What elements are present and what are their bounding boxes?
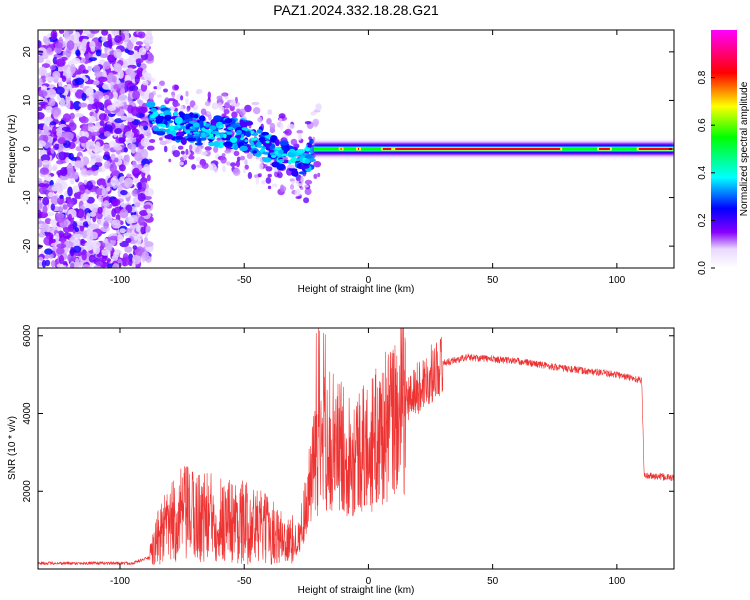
snr-frame-border xyxy=(37,327,675,570)
colorbar-tick-label: 0.0 xyxy=(697,261,708,275)
colorbar-tick-label: 0.4 xyxy=(697,165,708,179)
spectrogram-x-tick-label: 50 xyxy=(487,275,499,286)
spectrogram-image xyxy=(38,30,674,268)
colorbar-gradient xyxy=(711,30,737,268)
spectrogram-y-tick-label: 10 xyxy=(22,94,33,106)
colorbar: 0.0 0.2 0.4 0.6 0.8 Normalized spectral ampl… xyxy=(697,30,750,275)
colorbar-label: Normalized spectral amplitude xyxy=(739,81,750,216)
snr-x-ticks: -100 -50 0 50 100 xyxy=(110,328,626,587)
spectrogram-y-tick-label: 0 xyxy=(22,146,33,152)
snr-x-axis-label: Height of straight line (km) xyxy=(298,585,415,596)
snr-x-tick-label: -50 xyxy=(237,576,252,587)
snr-x-tick-label: 100 xyxy=(609,576,626,587)
snr-x-tick-label: -100 xyxy=(110,576,130,587)
spectrogram-y-tick-label: -10 xyxy=(22,190,33,205)
spectrogram-x-tick-label: -100 xyxy=(110,275,130,286)
spectrogram-x-tick-label: 0 xyxy=(366,275,372,286)
snr-y-tick-label: 6000 xyxy=(22,324,33,347)
spectrogram-x-ticks: -100 -50 0 50 100 xyxy=(110,30,626,286)
snr-y-axis-label: SNR (10 * v/v) xyxy=(7,416,18,480)
colorbar-tick-label: 0.8 xyxy=(697,70,708,84)
spectrogram-y-tick-label: -20 xyxy=(22,238,33,253)
colorbar-ticks: 0.0 0.2 0.4 0.6 0.8 xyxy=(697,70,715,275)
colorbar-tick-label: 0.6 xyxy=(697,118,708,132)
figure-title: PAZ1.2024.332.18.28.G21 xyxy=(273,2,439,18)
spectrogram-x-axis-label: Height of straight line (km) xyxy=(298,284,415,295)
spectrogram-ridge xyxy=(146,100,318,178)
spectrogram-noise-region xyxy=(38,30,155,268)
snr-y-tick-label: 4000 xyxy=(22,402,33,425)
snr-x-tick-label: 0 xyxy=(366,576,372,587)
spectrogram-tone-band xyxy=(313,140,674,158)
snr-x-tick-label: 50 xyxy=(487,576,499,587)
spectrogram-x-tick-label: -50 xyxy=(237,275,252,286)
snr-series-line xyxy=(38,328,674,566)
snr-panel: -100 -50 0 50 100 2000 4000 6000 Height of str… xyxy=(7,324,675,596)
colorbar-tick-label: 0.2 xyxy=(697,213,708,227)
spectrogram-y-tick-label: 20 xyxy=(22,46,33,58)
snr-y-tick-label: 2000 xyxy=(22,480,33,503)
spectrogram-x-tick-label: 100 xyxy=(609,275,626,286)
snr-y-ticks: 2000 4000 6000 xyxy=(22,324,674,502)
spectrogram-y-axis-label: Frequency (Hz) xyxy=(7,115,18,184)
spectrogram-y-ticks: -20 -10 0 10 20 xyxy=(22,46,674,253)
